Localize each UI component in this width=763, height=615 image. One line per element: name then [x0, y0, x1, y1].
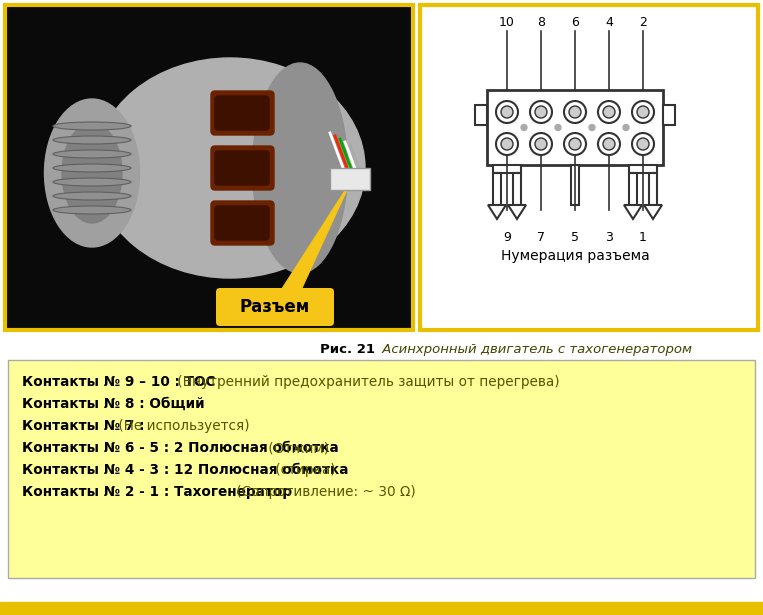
FancyBboxPatch shape [215, 151, 269, 185]
Bar [571, 165, 579, 205]
Circle shape [637, 106, 649, 118]
Circle shape [632, 133, 654, 155]
Bar [493, 173, 501, 205]
Bar [487, 90, 663, 165]
Polygon shape [644, 205, 662, 219]
Ellipse shape [53, 122, 131, 130]
Circle shape [535, 138, 547, 150]
Circle shape [501, 106, 513, 118]
Ellipse shape [53, 192, 131, 200]
Text: Контакты № 9 – 10 : ТОС: Контакты № 9 – 10 : ТОС [22, 375, 215, 389]
Text: 8: 8 [537, 17, 545, 30]
Ellipse shape [62, 123, 122, 223]
Text: Контакты № 7 :: Контакты № 7 : [22, 419, 144, 433]
Polygon shape [624, 205, 642, 219]
Circle shape [501, 138, 513, 150]
Circle shape [637, 138, 649, 150]
Circle shape [496, 133, 518, 155]
Text: (стирка): (стирка) [271, 463, 336, 477]
Bar [649, 173, 657, 205]
Circle shape [530, 133, 552, 155]
Circle shape [598, 101, 620, 123]
Bar [0, 602, 763, 615]
Bar [629, 165, 657, 173]
Bar [493, 165, 521, 173]
Circle shape [569, 138, 581, 150]
Text: Разъем: Разъем [240, 298, 310, 316]
Text: 2: 2 [639, 17, 647, 30]
Circle shape [530, 101, 552, 123]
Ellipse shape [53, 164, 131, 172]
Circle shape [521, 124, 527, 130]
Polygon shape [508, 205, 526, 219]
FancyBboxPatch shape [211, 146, 274, 190]
Text: Контакты № 4 - 3 : 12 Полюсная обмотка: Контакты № 4 - 3 : 12 Полюсная обмотка [22, 463, 349, 477]
Ellipse shape [53, 150, 131, 158]
Ellipse shape [53, 178, 131, 186]
Text: Контакты № 8 : Общий: Контакты № 8 : Общий [22, 397, 204, 411]
Circle shape [564, 101, 586, 123]
Text: Контакты № 6 - 5 : 2 Полюсная обмотка: Контакты № 6 - 5 : 2 Полюсная обмотка [22, 441, 339, 455]
Text: Контакты № 7 :: Контакты № 7 : [22, 419, 144, 433]
Ellipse shape [95, 58, 365, 278]
FancyBboxPatch shape [211, 201, 274, 245]
Polygon shape [280, 183, 350, 292]
Circle shape [564, 133, 586, 155]
Text: Асинхронный двигатель с тахогенератором: Асинхронный двигатель с тахогенератором [378, 343, 692, 356]
FancyBboxPatch shape [211, 91, 274, 135]
Text: Контакты № 2 - 1 : Тахогенератор: Контакты № 2 - 1 : Тахогенератор [22, 485, 292, 499]
Polygon shape [488, 205, 506, 219]
Bar [513, 173, 521, 205]
Ellipse shape [53, 136, 131, 144]
Text: Контакты № 2 - 1 : Тахогенератор: Контакты № 2 - 1 : Тахогенератор [22, 485, 292, 499]
Bar [629, 173, 637, 205]
Text: Контакты № 6 - 5 : 2 Полюсная обмотка: Контакты № 6 - 5 : 2 Полюсная обмотка [22, 441, 339, 455]
Text: 9: 9 [503, 231, 511, 244]
Text: 1: 1 [639, 231, 647, 244]
Circle shape [623, 124, 629, 130]
Text: (Не используется): (Не используется) [114, 419, 250, 433]
Text: (Сопротивление: ~ 30 Ω): (Сопротивление: ~ 30 Ω) [232, 485, 415, 499]
Text: Контакты № 9 – 10 : ТОС: Контакты № 9 – 10 : ТОС [22, 375, 215, 389]
Bar [475, 105, 487, 125]
Circle shape [632, 101, 654, 123]
Circle shape [603, 106, 615, 118]
Bar [8, 360, 755, 578]
FancyBboxPatch shape [216, 288, 334, 326]
Text: 3: 3 [605, 231, 613, 244]
Text: Контакты № 4 - 3 : 12 Полюсная обмотка: Контакты № 4 - 3 : 12 Полюсная обмотка [22, 463, 349, 477]
Text: (Отжим): (Отжим) [264, 441, 330, 455]
Circle shape [535, 106, 547, 118]
FancyBboxPatch shape [215, 96, 269, 130]
Text: (Внутренний предохранитель защиты от перегрева): (Внутренний предохранитель защиты от пер… [172, 375, 559, 389]
Text: 4: 4 [605, 17, 613, 30]
Text: Нумерация разъема: Нумерация разъема [501, 249, 649, 263]
Text: 7: 7 [537, 231, 545, 244]
Circle shape [589, 124, 595, 130]
Circle shape [496, 101, 518, 123]
Bar [663, 105, 675, 125]
Circle shape [603, 138, 615, 150]
Bar [5, 5, 413, 330]
FancyBboxPatch shape [215, 206, 269, 240]
Ellipse shape [53, 206, 131, 214]
Text: Рис. 21: Рис. 21 [320, 343, 375, 356]
Ellipse shape [44, 99, 140, 247]
Bar [330, 168, 370, 190]
Text: 6: 6 [571, 17, 579, 30]
Ellipse shape [253, 63, 347, 273]
Circle shape [555, 124, 561, 130]
Text: 10: 10 [499, 17, 515, 30]
Circle shape [569, 106, 581, 118]
Circle shape [598, 133, 620, 155]
Text: 5: 5 [571, 231, 579, 244]
Bar [420, 5, 758, 330]
